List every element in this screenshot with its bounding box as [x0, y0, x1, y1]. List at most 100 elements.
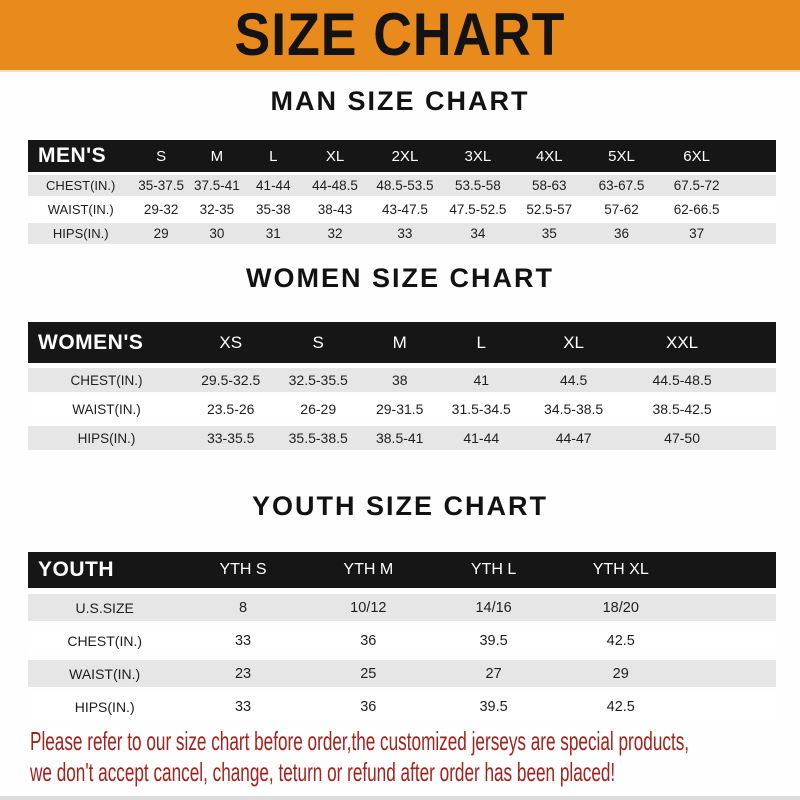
womens-size-cell: 38: [391, 372, 408, 388]
mens-size-column-header: 5XL: [608, 147, 635, 165]
youth-size-cell: 25: [360, 665, 377, 682]
youth-size-cell: 29: [612, 665, 629, 682]
mens-size-cell: 57-62: [604, 202, 639, 217]
womens-table-row: CHEST(IN.) 29.5-32.5 32.5-35.5 38 41 44.5 44.5…: [28, 368, 776, 392]
womens-size-cell: 26-29: [300, 401, 337, 417]
womens-size-cell: 38.5-41: [375, 430, 424, 446]
man-size-chart-heading: MAN SIZE CHART: [270, 86, 530, 116]
womens-size-cell: 31.5-34.5: [451, 401, 511, 417]
youth-row-label: CHEST(IN.): [67, 632, 142, 649]
mens-size-cell: 44-48.5: [312, 178, 358, 193]
mens-size-cell: 29: [153, 226, 169, 241]
mens-size-cell: 41-44: [256, 178, 291, 193]
youth-size-cell: 33: [234, 698, 252, 715]
youth-size-column-header: YTH XL: [592, 561, 649, 578]
mens-size-cell: 31: [265, 226, 281, 241]
womens-size-cell: 41-44: [463, 430, 500, 446]
mens-table-row: HIPS(IN.) 29 30 31 32 33 34 35 36 37: [28, 223, 776, 244]
size-chart-banner: SIZE CHART: [0, 0, 800, 72]
womens-size-cell: 41: [473, 372, 490, 388]
mens-table-row: CHEST(IN.) 35-37.5 37.5-41 41-44 44-48.5 48.5…: [28, 175, 776, 196]
mens-row-label: HIPS(IN.): [52, 226, 109, 241]
youth-size-column-header: YTH M: [343, 561, 394, 578]
womens-size-cell: 23.5-26: [206, 401, 255, 417]
womens-size-cell: 44-47: [555, 430, 592, 446]
mens-size-cell: 38-43: [317, 202, 353, 217]
mens-size-cell: 36: [613, 226, 629, 241]
mens-size-cell: 58-63: [532, 178, 567, 193]
youth-size-column-header: YTH L: [470, 561, 517, 578]
youth-table-header-label: YOUTH: [38, 558, 114, 581]
mens-table-header-bar: MEN'S S M L XL 2XL 3XL 4XL 5XL 6XL: [28, 140, 776, 172]
womens-size-column-header: XL: [563, 332, 585, 352]
youth-size-cell: 39.5: [479, 632, 508, 649]
womens-table-row: WAIST(IN.) 23.5-26 26-29 29-31.5 31.5-34.5 34…: [28, 397, 776, 421]
womens-size-column-header: XS: [219, 332, 243, 352]
mens-size-column-header: 2XL: [391, 147, 419, 165]
order-policy-line-1: Please refer to our size chart before or…: [30, 726, 690, 756]
mens-size-column-header: 6XL: [683, 147, 710, 165]
youth-size-cell: 36: [360, 632, 377, 649]
mens-size-column-header: S: [156, 147, 167, 165]
mens-size-cell: 32-35: [199, 202, 235, 217]
womens-size-cell: 29.5-32.5: [201, 372, 261, 388]
womens-row-label: WAIST(IN.): [72, 401, 141, 417]
mens-size-cell: 43-47.5: [382, 202, 428, 217]
bottom-edge-strip: [0, 796, 800, 800]
mens-size-cell: 52.5-57: [526, 202, 573, 217]
mens-size-cell: 67.5-72: [673, 178, 720, 193]
youth-size-table: YOUTH YTH S YTH M YTH L YTH XL U.S.SIZE 8 10/12…: [28, 552, 776, 720]
youth-row-label: HIPS(IN.): [74, 698, 135, 715]
mens-size-cell: 63-67.5: [598, 178, 645, 193]
youth-size-chart-heading: YOUTH SIZE CHART: [251, 491, 548, 521]
order-policy-line-2: we don't accept cancel, change, teturn o…: [30, 757, 616, 787]
youth-size-cell: 23: [234, 665, 252, 682]
youth-row-label: WAIST(IN.): [69, 665, 141, 682]
youth-row-label: U.S.SIZE: [75, 599, 134, 616]
mens-size-cell: 35: [541, 226, 557, 241]
youth-size-cell: 42.5: [606, 698, 635, 715]
youth-size-cell: 8: [238, 599, 248, 616]
mens-size-cell: 47.5-52.5: [449, 202, 507, 217]
youth-table-row: U.S.SIZE 8 10/12 14/16 18/20: [28, 594, 776, 621]
womens-size-cell: 47-50: [664, 430, 700, 446]
mens-size-table: MEN'S S M L XL 2XL 3XL 4XL 5XL 6XL CHEST(IN.) 35-37…: [28, 140, 776, 244]
womens-size-column-header: S: [312, 332, 324, 352]
mens-size-cell: 33: [397, 226, 413, 241]
womens-size-column-header: L: [476, 332, 486, 352]
mens-size-cell: 53.5-58: [454, 178, 501, 193]
womens-size-cell: 44.5: [560, 372, 588, 388]
youth-size-cell: 39.5: [479, 698, 508, 715]
mens-size-column-header: 3XL: [464, 147, 492, 165]
mens-size-cell: 37.5-41: [193, 178, 240, 193]
mens-size-column-header: XL: [325, 147, 345, 165]
mens-size-cell: 32: [327, 226, 343, 241]
mens-row-label: CHEST(IN.): [46, 178, 116, 193]
womens-size-cell: 32.5-35.5: [288, 372, 348, 388]
womens-size-column-header: M: [392, 332, 407, 352]
youth-table-row: HIPS(IN.) 33 36 39.5 42.5: [28, 693, 776, 720]
womens-row-label: HIPS(IN.): [77, 430, 136, 446]
womens-table-header-label: WOMEN'S: [38, 330, 144, 354]
mens-row-label: WAIST(IN.): [47, 202, 114, 217]
page-title: SIZE CHART: [234, 1, 566, 69]
womens-row-label: CHEST(IN.): [70, 372, 143, 388]
mens-size-column-header: L: [269, 147, 278, 165]
womens-table-row: HIPS(IN.) 33-35.5 35.5-38.5 38.5-41 41-44 44-…: [28, 426, 776, 450]
youth-size-cell: 10/12: [350, 599, 387, 616]
mens-table-row: WAIST(IN.) 29-32 32-35 35-38 38-43 43-47.5 47.…: [28, 199, 776, 220]
mens-size-cell: 29-32: [143, 202, 179, 217]
order-policy-note: Please refer to our size chart before or…: [30, 726, 800, 788]
womens-size-cell: 33-35.5: [206, 430, 255, 446]
mens-size-cell: 48.5-53.5: [376, 178, 434, 193]
youth-size-column-header: YTH S: [219, 561, 267, 578]
youth-size-cell: 36: [360, 698, 377, 715]
women-size-chart-heading: WOMEN SIZE CHART: [246, 263, 554, 293]
youth-table-row: WAIST(IN.) 23 25 27 29: [28, 660, 776, 687]
youth-table-row: CHEST(IN.) 33 36 39.5 42.5: [28, 627, 776, 654]
mens-size-cell: 34: [470, 226, 486, 241]
mens-size-column-header: 4XL: [535, 147, 563, 165]
mens-size-cell: 62-66.5: [673, 202, 720, 217]
mens-size-cell: 35-37.5: [138, 178, 185, 193]
